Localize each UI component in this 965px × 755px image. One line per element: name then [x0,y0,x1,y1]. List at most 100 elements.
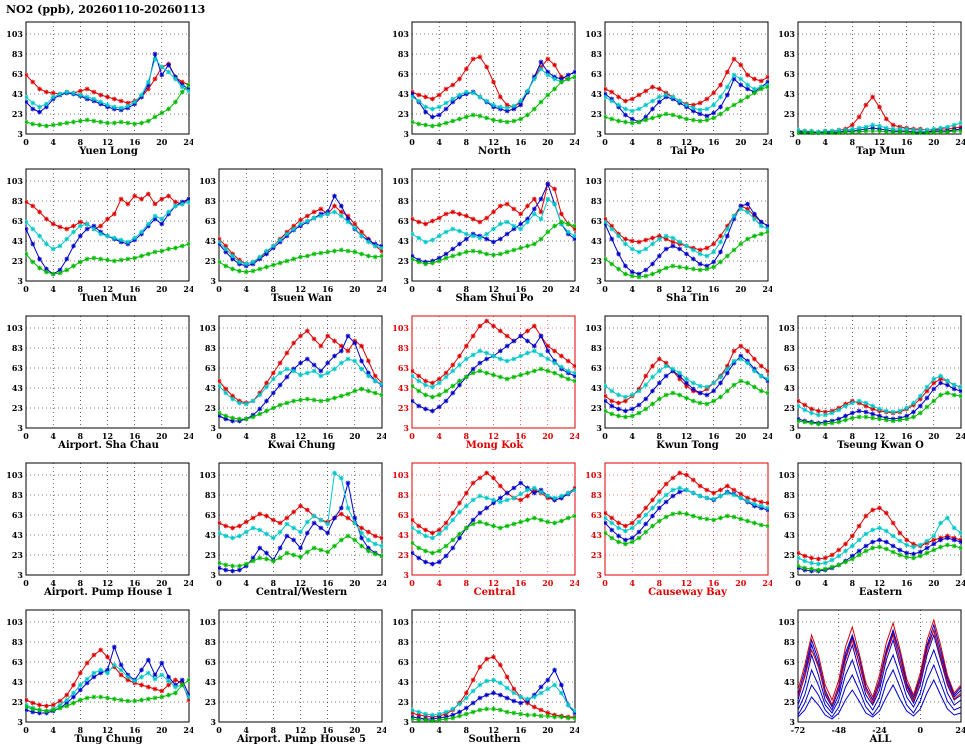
station-label: Tuen Mun [80,293,137,304]
svg-text:4: 4 [50,725,56,735]
svg-text:20: 20 [156,578,168,588]
svg-text:-24: -24 [872,725,887,735]
chart-cell-sham-shui-po: 3 23 43 63 83 103 0 4 8 12 16 20 24 Sham Shui Po [386,165,579,312]
svg-text:23: 23 [12,697,24,707]
svg-text:83: 83 [12,637,24,647]
chart-cell-north: 3 23 43 63 83 103 0 4 8 12 16 20 24 North [386,18,579,165]
svg-text:20: 20 [349,284,361,294]
svg-text:43: 43 [784,89,796,99]
svg-text:43: 43 [12,89,24,99]
chart-cell-central: 3 23 43 63 83 103 0 4 8 12 16 20 24 Central [386,459,579,606]
svg-text:63: 63 [784,657,796,667]
svg-text:12: 12 [102,284,113,294]
svg-text:103: 103 [778,617,795,627]
svg-text:12: 12 [102,137,113,147]
svg-text:43: 43 [205,236,217,246]
svg-text:3: 3 [210,717,216,727]
svg-text:12: 12 [681,431,692,441]
svg-text:12: 12 [488,578,499,588]
svg-text:83: 83 [398,49,410,59]
svg-text:8: 8 [271,284,277,294]
svg-text:3: 3 [596,423,602,433]
svg-text:4: 4 [50,431,56,441]
svg-text:8: 8 [464,137,470,147]
svg-text:12: 12 [681,137,692,147]
chart-airport-pump-house-5: 3 23 43 63 83 103 0 4 8 12 16 20 24 [199,609,386,735]
station-label: Yuen Long [79,146,138,157]
svg-text:23: 23 [398,256,410,266]
svg-text:4: 4 [822,137,828,147]
svg-text:4: 4 [822,431,828,441]
svg-text:23: 23 [398,109,410,119]
svg-text:16: 16 [515,137,527,147]
svg-text:8: 8 [657,284,663,294]
svg-text:8: 8 [78,431,84,441]
svg-text:43: 43 [398,89,410,99]
svg-text:4: 4 [629,431,635,441]
svg-text:0: 0 [23,578,29,588]
svg-text:24: 24 [183,431,193,441]
svg-text:24: 24 [955,137,965,147]
svg-text:16: 16 [515,431,527,441]
station-label: Airport. Pump House 5 [236,734,366,745]
svg-text:24: 24 [762,137,772,147]
svg-text:0: 0 [918,725,924,735]
svg-text:12: 12 [488,725,499,735]
svg-text:3: 3 [403,570,409,580]
svg-text:43: 43 [205,677,217,687]
station-label: Mong Kok [465,440,524,451]
svg-text:24: 24 [183,137,193,147]
svg-text:63: 63 [205,216,217,226]
svg-text:16: 16 [129,578,141,588]
chart-sham-shui-po: 3 23 43 63 83 103 0 4 8 12 16 20 24 [392,168,579,294]
svg-text:8: 8 [657,137,663,147]
svg-text:8: 8 [464,578,470,588]
chart-cell-airport-pump-house-1: 3 23 43 63 83 103 0 4 8 12 16 20 24 Airport. Pump Hou… [0,459,193,606]
svg-text:83: 83 [205,196,217,206]
svg-text:83: 83 [398,490,410,500]
svg-text:8: 8 [464,725,470,735]
svg-text:43: 43 [12,677,24,687]
svg-text:83: 83 [784,49,796,59]
svg-text:63: 63 [12,510,24,520]
svg-text:23: 23 [784,550,796,560]
station-label: North [478,146,511,157]
svg-text:12: 12 [488,137,499,147]
svg-text:16: 16 [322,725,334,735]
svg-text:4: 4 [243,725,249,735]
svg-text:103: 103 [585,176,602,186]
svg-text:4: 4 [822,578,828,588]
chart-cell-airport-pump-house-5: 3 23 43 63 83 103 0 4 8 12 16 20 24 Airport. Pump Hou… [193,606,386,753]
station-label: Kwun Tong [656,440,719,451]
svg-text:43: 43 [398,530,410,540]
svg-text:83: 83 [12,49,24,59]
station-label: Kwai Chung [267,440,336,451]
station-label: Central [473,587,516,598]
svg-text:3: 3 [210,423,216,433]
svg-text:20: 20 [542,284,554,294]
svg-text:3: 3 [403,717,409,727]
svg-text:8: 8 [78,578,84,588]
chart-cell-eastern: 3 23 43 63 83 103 0 4 8 12 16 20 24 Eastern [772,459,965,606]
svg-text:20: 20 [156,137,168,147]
svg-text:4: 4 [243,431,249,441]
svg-text:83: 83 [205,490,217,500]
svg-text:23: 23 [205,256,217,266]
svg-text:3: 3 [210,570,216,580]
svg-text:24: 24 [183,578,193,588]
svg-text:12: 12 [295,725,306,735]
svg-text:43: 43 [784,530,796,540]
svg-text:43: 43 [591,89,603,99]
svg-text:4: 4 [629,137,635,147]
svg-text:103: 103 [778,323,795,333]
svg-text:63: 63 [205,363,217,373]
svg-text:43: 43 [784,677,796,687]
chart-tsuen-wan: 3 23 43 63 83 103 0 4 8 12 16 20 24 [199,168,386,294]
svg-text:20: 20 [928,578,940,588]
svg-text:0: 0 [216,578,222,588]
svg-text:103: 103 [585,323,602,333]
svg-text:0: 0 [602,578,608,588]
svg-text:63: 63 [205,510,217,520]
svg-text:20: 20 [156,284,168,294]
